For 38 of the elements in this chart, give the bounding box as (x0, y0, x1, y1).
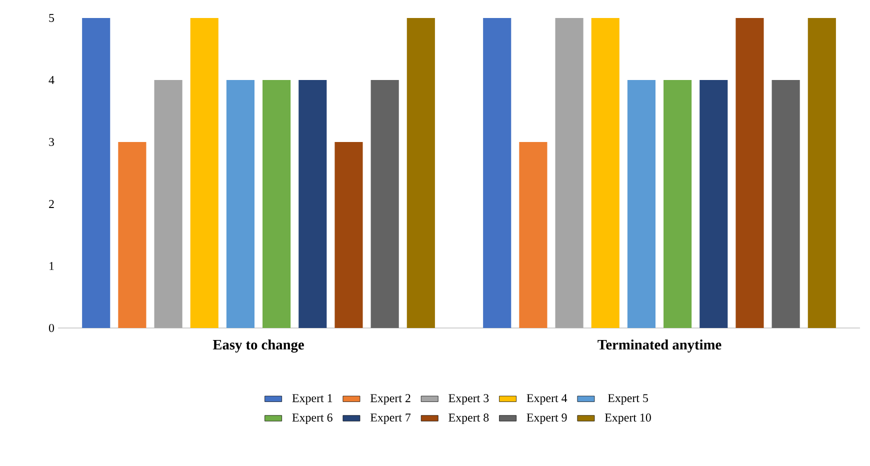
bar (808, 18, 836, 328)
y-tick-label: 0 (48, 324, 54, 332)
bar (555, 18, 584, 328)
legend-label: Expert 5 (608, 394, 648, 405)
bar (262, 80, 291, 328)
legend-label: Expert 1 (292, 394, 332, 405)
x-tick-label: Easy to change (212, 339, 304, 353)
bar (483, 18, 512, 328)
bar (519, 142, 548, 328)
bar (298, 80, 327, 328)
legend-label: Expert 9 (526, 414, 567, 424)
y-tick-label: 4 (48, 76, 54, 84)
bar (591, 18, 620, 328)
legend-label: Expert 6 (292, 414, 332, 424)
bar (190, 18, 218, 328)
bar (370, 80, 399, 328)
bar (82, 18, 110, 328)
legend-label: Expert 3 (448, 394, 489, 405)
bar (118, 142, 146, 328)
legend-label: Expert 8 (448, 414, 489, 424)
y-tick-label: 3 (49, 138, 54, 146)
x-tick-label: Terminated anytime (598, 339, 722, 353)
bar (226, 80, 254, 328)
bar (154, 80, 182, 328)
bar (406, 18, 435, 328)
legend-label: Expert 10 (604, 414, 651, 424)
bar (664, 80, 692, 328)
legend-label: Expert 4 (526, 394, 568, 405)
y-tick-label: 1 (50, 262, 54, 270)
legend-label: Expert 2 (370, 394, 410, 405)
bar (736, 18, 764, 328)
bar (627, 80, 656, 328)
bar (334, 142, 363, 328)
bar (772, 80, 800, 328)
y-tick-label: 5 (49, 14, 54, 22)
y-tick-label: 2 (49, 200, 54, 208)
bar (700, 80, 728, 328)
legend-label: Expert 7 (370, 414, 411, 424)
